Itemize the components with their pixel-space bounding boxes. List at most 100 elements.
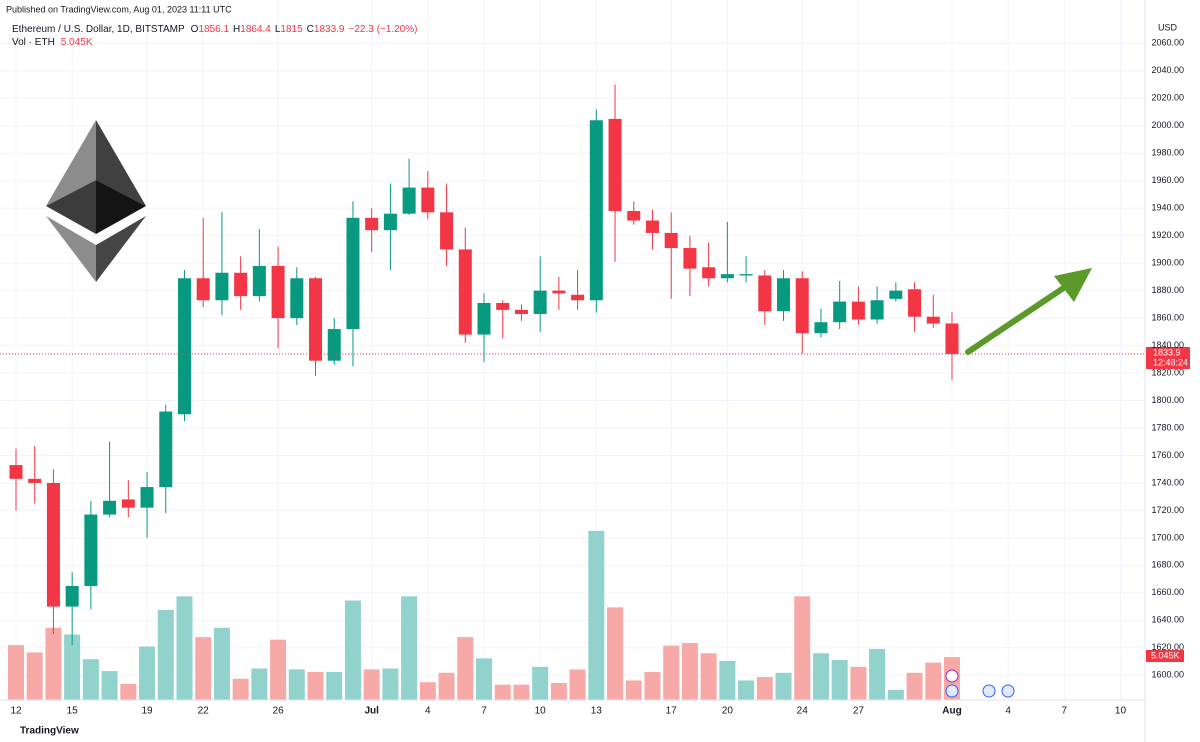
volume-bar: [213, 627, 230, 700]
high-value: 1864.4: [240, 24, 271, 35]
candle-body: [758, 275, 772, 312]
volume-bar: [738, 680, 755, 700]
y-tick-label: 1680.00: [1151, 560, 1184, 570]
y-tick-label: 1840.00: [1151, 340, 1184, 350]
candle-body: [440, 212, 454, 250]
volume-bar: [700, 653, 717, 700]
volume-bar: [363, 669, 380, 700]
candle-body: [589, 120, 603, 301]
y-tick-label: 1980.00: [1151, 148, 1184, 158]
volume-bar: [438, 672, 455, 700]
candle-body: [9, 465, 23, 479]
currency: USD: [1158, 22, 1178, 32]
candle-body: [327, 329, 341, 361]
volume-bar: [120, 683, 137, 700]
low-label: L: [275, 24, 281, 35]
volume-bar: [45, 627, 62, 700]
y-tick-label: 1940.00: [1151, 203, 1184, 213]
y-tick-label: 1600.00: [1151, 670, 1184, 680]
volume-bar: [419, 682, 436, 700]
volume-bar: [681, 643, 698, 700]
candle-body: [851, 301, 865, 320]
volume-bar: [326, 671, 343, 700]
candle-body: [383, 213, 397, 231]
candle-body: [795, 278, 809, 334]
candle-body: [28, 478, 42, 483]
y-tick-label: 1620.00: [1151, 642, 1184, 652]
candle-body: [252, 265, 266, 297]
candle-body: [290, 278, 304, 319]
volume-tag-value: 5.045K: [1151, 650, 1180, 660]
volume-layer: [8, 530, 960, 700]
volume-bar: [869, 649, 886, 700]
volume-bar: [925, 662, 942, 700]
candle-body: [702, 267, 716, 279]
volume-value: 5.045K: [61, 37, 93, 48]
volume-bar: [344, 600, 361, 700]
volume-bar: [251, 668, 268, 700]
candle-body: [196, 278, 210, 301]
volume-bar: [157, 609, 174, 700]
volume-bar: [719, 660, 736, 700]
candle-body: [477, 302, 491, 335]
x-tick-label: 20: [722, 706, 734, 717]
y-tick-label: 2000.00: [1151, 120, 1184, 130]
candle-body: [571, 294, 585, 301]
y-tick-label: 1640.00: [1151, 615, 1184, 625]
volume-bar: [26, 652, 43, 700]
volume-bar: [794, 596, 811, 700]
candle-body: [552, 290, 566, 294]
volume-bar: [307, 671, 324, 700]
y-tick-label: 1720.00: [1151, 505, 1184, 515]
volume-bar: [812, 653, 829, 700]
volume-bar: [775, 672, 792, 700]
volume-bar: [887, 689, 904, 700]
y-tick-label: 1660.00: [1151, 587, 1184, 597]
candle-body: [926, 316, 940, 324]
close-label: C: [307, 24, 314, 35]
y-tick-label: 2060.00: [1151, 38, 1184, 48]
high-label: H: [233, 24, 240, 35]
candle-body: [645, 220, 659, 233]
candle-body: [870, 300, 884, 320]
candle-body: [608, 118, 622, 211]
y-tick-label: 1920.00: [1151, 230, 1184, 240]
candle-body: [121, 499, 135, 508]
volume-label: Vol · ETH: [12, 37, 55, 48]
candle-body: [309, 278, 323, 361]
y-tick-label: 1960.00: [1151, 175, 1184, 185]
candle-body: [833, 301, 847, 323]
candle-body: [84, 514, 98, 586]
candle-body: [496, 302, 510, 310]
y-tick-label: 1860.00: [1151, 312, 1184, 322]
candle-body: [908, 289, 922, 317]
close-value: 1833.9: [314, 24, 345, 35]
candle-body: [46, 482, 60, 607]
candle-body: [889, 290, 903, 299]
x-tick-label: 7: [1062, 706, 1068, 717]
volume-bar: [850, 666, 867, 700]
eth-logo: [46, 120, 146, 282]
volume-bar: [756, 677, 773, 700]
volume-bar: [382, 668, 399, 700]
candle-body: [458, 249, 472, 335]
x-tick-label: 10: [1115, 706, 1127, 717]
candle-body: [945, 323, 959, 354]
x-tick-label: 26: [273, 706, 285, 717]
volume-bar: [270, 639, 287, 700]
legend-line: Ethereum / U.S. Dollar, 1D, BITSTAMP O185…: [12, 24, 417, 35]
candle-body: [814, 322, 828, 334]
candle-body: [159, 411, 173, 488]
footer-logo: TradingView: [20, 726, 79, 737]
x-tick-label: 22: [198, 706, 210, 717]
volume-bar: [906, 672, 923, 700]
candle-body: [720, 274, 734, 279]
x-tick-label: Aug: [942, 706, 961, 717]
y-tick-label: 1760.00: [1151, 450, 1184, 460]
volume-bar: [82, 659, 99, 700]
price-tag-time: 12:48:24: [1153, 357, 1188, 367]
volume-bar: [64, 634, 81, 700]
x-tick-label: 7: [481, 706, 487, 717]
volume-bar: [494, 684, 511, 700]
volume-legend: Vol · ETH 5.045K: [12, 37, 93, 48]
